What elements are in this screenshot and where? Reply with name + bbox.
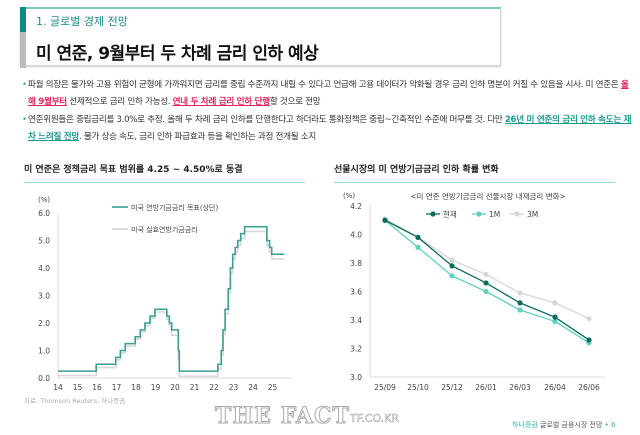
source-note: 자료: Thomson Reuters, 하나증권 bbox=[24, 397, 126, 405]
divider bbox=[334, 182, 615, 183]
data-point bbox=[517, 300, 523, 306]
y-tick-label: 3.4 bbox=[350, 316, 362, 325]
data-point bbox=[415, 244, 421, 250]
x-tick-label: 18 bbox=[131, 383, 141, 392]
left-chart-title: 미 연준은 정책금리 목표 범위를 4.25 ~ 4.50%로 동결 bbox=[24, 165, 243, 175]
x-tick-label: 26/04 bbox=[544, 383, 566, 392]
y-tick-label: 2.0 bbox=[38, 319, 50, 328]
data-point bbox=[552, 318, 558, 325]
x-tick-label: 24 bbox=[248, 383, 258, 392]
accent-bar bbox=[20, 32, 26, 68]
data-point bbox=[449, 257, 455, 263]
series-line bbox=[58, 225, 285, 372]
header-box: 1. 글로벌 경제 전망 미 연준, 9월부터 두 차례 금리 인하 예상 bbox=[20, 7, 501, 68]
x-tick-label: 26/01 bbox=[475, 383, 497, 392]
legend-label: 미국 연방기금금리 목표(상단) bbox=[131, 203, 218, 212]
x-tick-label: 19 bbox=[151, 383, 161, 392]
data-point bbox=[483, 271, 489, 277]
data-point bbox=[552, 314, 558, 320]
y-tick-label: 5.0 bbox=[38, 237, 50, 246]
page-title: 미 연준, 9월부터 두 차례 금리 인하 예상 bbox=[36, 44, 319, 64]
watermark-logo: THE FACT bbox=[215, 403, 350, 430]
highlight: 연내 두 차례 금리 인하 단행 bbox=[172, 97, 270, 107]
x-tick-label: 25/09 bbox=[374, 383, 396, 392]
series-line bbox=[384, 218, 590, 320]
right-chart-title: 선물시장의 미 연방기금금리 인하 확률 변화 bbox=[334, 165, 499, 175]
highlight: 올해 9월부터 bbox=[28, 80, 629, 107]
legend-marker bbox=[514, 211, 520, 217]
y-tick-label: 4.2 bbox=[350, 202, 362, 211]
y-tick-label: 6.0 bbox=[38, 209, 50, 218]
section-label: 1. 글로벌 경제 전망 bbox=[36, 15, 128, 28]
x-tick-label: 26/06 bbox=[578, 383, 600, 392]
y-tick-label: 0.0 bbox=[38, 374, 50, 383]
y-tick-label: 4.0 bbox=[350, 231, 362, 240]
legend-label: 1M bbox=[489, 210, 500, 219]
bullet-list: • 파월 의장은 물가와 고용 위험이 균형에 가까워지면 금리를 중립 수준까지… bbox=[0, 77, 632, 146]
data-point bbox=[517, 290, 523, 296]
data-point bbox=[586, 315, 592, 322]
data-point bbox=[449, 263, 455, 269]
footer: 하나증권 글로벌 금융시장 전망 • 6 bbox=[512, 421, 616, 429]
legend-marker bbox=[430, 211, 436, 217]
legend-marker bbox=[476, 211, 482, 217]
x-tick-label: 17 bbox=[112, 383, 122, 392]
watermark-url: TF.CO.KR bbox=[350, 412, 400, 426]
x-tick-label: 25/10 bbox=[407, 383, 429, 392]
charts-area: 미 연준은 정책금리 목표 범위를 4.25 ~ 4.50%로 동결 선물시장의… bbox=[0, 159, 640, 434]
y-tick-label: 3.8 bbox=[350, 259, 362, 268]
y-unit: (%) bbox=[38, 196, 50, 204]
data-point bbox=[517, 307, 523, 313]
y-tick-label: 4.0 bbox=[38, 264, 50, 273]
divider bbox=[24, 182, 305, 183]
y-tick-label: 3.6 bbox=[350, 288, 362, 297]
header-area: 1. 글로벌 경제 전망 미 연준, 9월부터 두 차례 금리 인하 예상 bbox=[0, 0, 640, 77]
x-tick-label: 23 bbox=[229, 383, 239, 392]
legend-label: 현재 bbox=[443, 210, 457, 219]
y-tick-label: 3.0 bbox=[38, 292, 50, 301]
x-tick-label: 16 bbox=[92, 383, 102, 392]
data-point bbox=[449, 273, 455, 279]
bullet-2: • 연준위원들은 중립금리를 3.0%로 추정. 올해 두 차례 금리 인하를 단… bbox=[22, 112, 632, 146]
x-tick-label: 15 bbox=[73, 383, 83, 392]
bullet-dot-icon: • bbox=[22, 115, 27, 125]
legend-label: 3M bbox=[527, 210, 538, 219]
series-line bbox=[58, 230, 285, 378]
bullet-1: • 파월 의장은 물가와 고용 위험이 균형에 가까워지면 금리를 중립 수준까지… bbox=[22, 77, 632, 111]
data-point bbox=[552, 300, 558, 306]
data-point bbox=[586, 337, 592, 343]
x-tick-label: 21 bbox=[190, 383, 200, 392]
data-point bbox=[483, 288, 489, 295]
x-tick-label: 25/12 bbox=[441, 383, 463, 392]
bullet-dot-icon: • bbox=[22, 80, 27, 90]
y-tick-label: 3.0 bbox=[350, 373, 362, 382]
highlight: 26년 미 연준의 금리 인하 속도는 재차 느려질 전망 bbox=[28, 115, 632, 142]
charts: (%) 0.0 1.0 2.0 3.0 4.0 5.0 6.0 14 15 16 17 18 19 20 21… bbox=[38, 191, 605, 392]
x-tick-label: 26/03 bbox=[509, 383, 531, 392]
accent-bar bbox=[20, 7, 26, 32]
legend-label: 미국 실효연방기금금리 bbox=[131, 225, 198, 234]
x-tick-label: 20 bbox=[170, 383, 180, 392]
data-point bbox=[415, 234, 421, 240]
data-point bbox=[483, 280, 489, 286]
data-point bbox=[382, 217, 388, 223]
x-tick-label: 25 bbox=[268, 383, 278, 392]
x-tick-label: 14 bbox=[53, 383, 63, 392]
chart-subtitle: <미 연준 연방기금금리 선물시장 내재금리 변화> bbox=[410, 191, 566, 201]
y-tick-label: 1.0 bbox=[38, 347, 50, 356]
y-unit: (%) bbox=[343, 192, 355, 200]
y-tick-label: 3.2 bbox=[350, 345, 362, 354]
x-tick-label: 22 bbox=[209, 383, 219, 392]
